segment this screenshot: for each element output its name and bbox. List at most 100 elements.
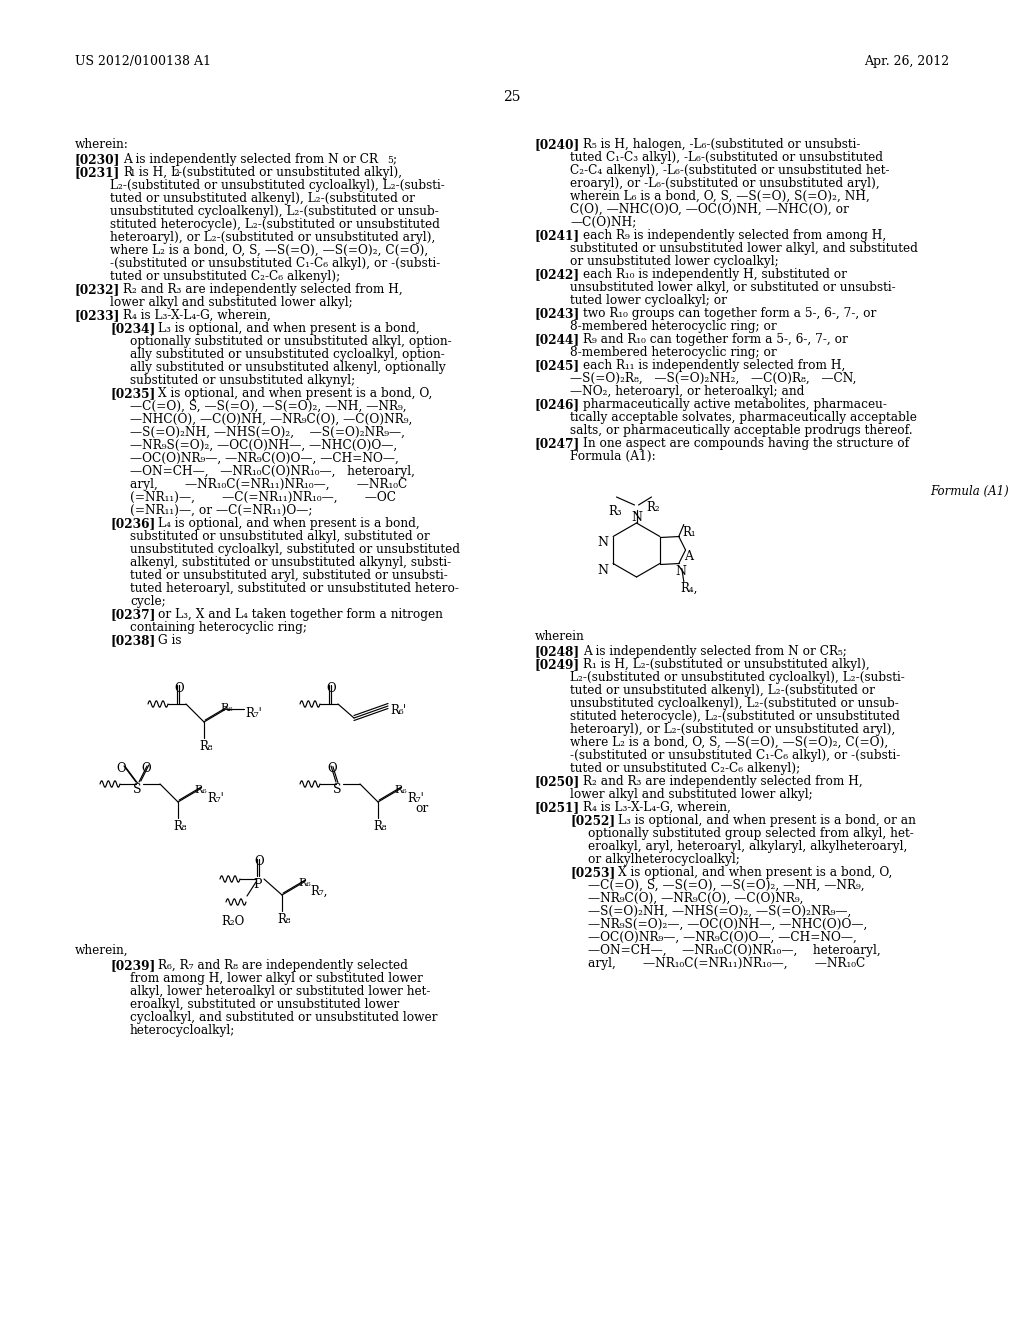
Text: cycle;: cycle; <box>130 595 166 609</box>
Text: —NO₂, heteroaryl, or heteroalkyl; and: —NO₂, heteroaryl, or heteroalkyl; and <box>570 385 805 399</box>
Text: ally substituted or unsubstituted alkenyl, optionally: ally substituted or unsubstituted alkeny… <box>130 360 445 374</box>
Text: —C(=O), S, —S(=O), —S(=O)₂, —NH, —NR₉,: —C(=O), S, —S(=O), —S(=O)₂, —NH, —NR₉, <box>130 400 407 413</box>
Text: wherein:: wherein: <box>75 139 129 150</box>
Text: —NHC(O), —C(O)NH, —NR₉C(O), —C(O)NR₉,: —NHC(O), —C(O)NH, —NR₉C(O), —C(O)NR₉, <box>130 413 413 426</box>
Text: Formula (A1):: Formula (A1): <box>570 450 655 463</box>
Text: -(substituted or unsubstituted alkyl),: -(substituted or unsubstituted alkyl), <box>178 166 402 180</box>
Text: R₆: R₆ <box>298 878 310 888</box>
Text: —ON=CH—,   —NR₁₀C(O)NR₁₀—,   heteroaryl,: —ON=CH—, —NR₁₀C(O)NR₁₀—, heteroaryl, <box>130 465 415 478</box>
Text: —C(=O), S, —S(=O), —S(=O)₂, —NH, —NR₉,: —C(=O), S, —S(=O), —S(=O)₂, —NH, —NR₉, <box>588 879 864 892</box>
Text: R₇': R₇' <box>407 792 424 805</box>
Text: containing heterocyclic ring;: containing heterocyclic ring; <box>130 620 307 634</box>
Text: [0250]: [0250] <box>535 775 581 788</box>
Text: eroalkyl, aryl, heteroaryl, alkylaryl, alkylheteroaryl,: eroalkyl, aryl, heteroaryl, alkylaryl, a… <box>588 840 907 853</box>
Text: G is: G is <box>158 634 181 647</box>
Text: A is independently selected from N or CR₅;: A is independently selected from N or CR… <box>583 645 847 657</box>
Text: R₆: R₆ <box>394 785 407 795</box>
Text: Apr. 26, 2012: Apr. 26, 2012 <box>864 55 949 69</box>
Text: [0240]: [0240] <box>535 139 581 150</box>
Text: Formula (A1): Formula (A1) <box>930 484 1009 498</box>
Text: In one aspect are compounds having the structure of: In one aspect are compounds having the s… <box>583 437 909 450</box>
Text: R₆: R₆ <box>390 704 403 717</box>
Text: unsubstituted cycloalkenyl), L₂-(substituted or unsub-: unsubstituted cycloalkenyl), L₂-(substit… <box>570 697 899 710</box>
Text: eroalkyl, substituted or unsubstituted lower: eroalkyl, substituted or unsubstituted l… <box>130 998 399 1011</box>
Text: N: N <box>631 511 642 524</box>
Text: R₁ is H, L₂-(substituted or unsubstituted alkyl),: R₁ is H, L₂-(substituted or unsubstitute… <box>583 657 869 671</box>
Text: [0249]: [0249] <box>535 657 581 671</box>
Text: —NR₉C(O), —NR₉C(O), —C(O)NR₉,: —NR₉C(O), —NR₉C(O), —C(O)NR₉, <box>588 892 804 906</box>
Text: C₂-C₄ alkenyl), -L₆-(substituted or unsubstituted het-: C₂-C₄ alkenyl), -L₆-(substituted or unsu… <box>570 164 890 177</box>
Text: ;: ; <box>393 153 397 166</box>
Text: R₄,: R₄, <box>681 582 698 594</box>
Text: L₂-(substituted or unsubstituted cycloalkyl), L₂-(substi-: L₂-(substituted or unsubstituted cycloal… <box>570 671 905 684</box>
Text: substituted or unsubstituted lower alkyl, and substituted: substituted or unsubstituted lower alkyl… <box>570 242 918 255</box>
Text: heterocycloalkyl;: heterocycloalkyl; <box>130 1024 236 1038</box>
Text: ally substituted or unsubstituted cycloalkyl, option-: ally substituted or unsubstituted cycloa… <box>130 348 444 360</box>
Text: (=NR₁₁)—,       —C(=NR₁₁)NR₁₀—,       —OC: (=NR₁₁)—, —C(=NR₁₁)NR₁₀—, —OC <box>130 491 396 504</box>
Text: aryl,       —NR₁₀C(=NR₁₁)NR₁₀—,       —NR₁₀C: aryl, —NR₁₀C(=NR₁₁)NR₁₀—, —NR₁₀C <box>588 957 865 970</box>
Text: R₂ and R₃ are independently selected from H,: R₂ and R₃ are independently selected fro… <box>583 775 863 788</box>
Text: 5: 5 <box>387 156 393 165</box>
Text: [0247]: [0247] <box>535 437 581 450</box>
Text: —S(=O)₂NH, —NHS(=O)₂, —S(=O)₂NR₉—,: —S(=O)₂NH, —NHS(=O)₂, —S(=O)₂NR₉—, <box>588 906 851 917</box>
Text: S: S <box>133 783 141 796</box>
Text: tuted lower cycloalkyl; or: tuted lower cycloalkyl; or <box>570 294 727 308</box>
Text: unsubstituted lower alkyl, or substituted or unsubsti-: unsubstituted lower alkyl, or substitute… <box>570 281 896 294</box>
Text: tically acceptable solvates, pharmaceutically acceptable: tically acceptable solvates, pharmaceuti… <box>570 411 916 424</box>
Text: [0235]: [0235] <box>110 387 156 400</box>
Text: or unsubstituted lower cycloalkyl;: or unsubstituted lower cycloalkyl; <box>570 255 778 268</box>
Text: L₄ is optional, and when present is a bond,: L₄ is optional, and when present is a bo… <box>158 517 420 531</box>
Text: where L₂ is a bond, O, S, —S(=O), —S(=O)₂, C(=O),: where L₂ is a bond, O, S, —S(=O), —S(=O)… <box>570 737 888 748</box>
Text: C(O), —NHC(O)O, —OC(O)NH, —NHC(O), or: C(O), —NHC(O)O, —OC(O)NH, —NHC(O), or <box>570 203 849 216</box>
Text: A is independently selected from N or CR: A is independently selected from N or CR <box>123 153 378 166</box>
Text: wherein,: wherein, <box>75 944 129 957</box>
Text: R: R <box>123 166 132 180</box>
Text: cycloalkyl, and substituted or unsubstituted lower: cycloalkyl, and substituted or unsubstit… <box>130 1011 437 1024</box>
Text: —OC(O)NR₉—, —NR₉C(O)O—, —CH=NO—,: —OC(O)NR₉—, —NR₉C(O)O—, —CH=NO—, <box>130 451 399 465</box>
Text: —S(=O)₂NH, —NHS(=O)₂,    —S(=O)₂NR₉—,: —S(=O)₂NH, —NHS(=O)₂, —S(=O)₂NR₉—, <box>130 426 406 440</box>
Text: wherein L₆ is a bond, O, S, —S(=O), S(=O)₂, NH,: wherein L₆ is a bond, O, S, —S(=O), S(=O… <box>570 190 869 203</box>
Text: [0244]: [0244] <box>535 333 581 346</box>
Text: unsubstituted cycloalkyl, substituted or unsubstituted: unsubstituted cycloalkyl, substituted or… <box>130 543 460 556</box>
Text: [0233]: [0233] <box>75 309 121 322</box>
Text: from among H, lower alkyl or substituted lower: from among H, lower alkyl or substituted… <box>130 972 423 985</box>
Text: 8-membered heterocyclic ring; or: 8-membered heterocyclic ring; or <box>570 319 777 333</box>
Text: alkyl, lower heteroalkyl or substituted lower het-: alkyl, lower heteroalkyl or substituted … <box>130 985 430 998</box>
Text: R₂: R₂ <box>646 502 660 513</box>
Text: or: or <box>415 803 428 814</box>
Text: R₄ is L₃-X-L₄-G, wherein,: R₄ is L₃-X-L₄-G, wherein, <box>583 801 731 814</box>
Text: tuted C₁-C₃ alkyl), -L₆-(substituted or unsubstituted: tuted C₁-C₃ alkyl), -L₆-(substituted or … <box>570 150 883 164</box>
Text: R₈: R₈ <box>373 820 386 833</box>
Text: [0238]: [0238] <box>110 634 156 647</box>
Text: 2: 2 <box>173 169 178 178</box>
Text: R₂ and R₃ are independently selected from H,: R₂ and R₃ are independently selected fro… <box>123 282 402 296</box>
Text: tuted or unsubstituted C₂-C₆ alkenyl);: tuted or unsubstituted C₂-C₆ alkenyl); <box>570 762 800 775</box>
Text: unsubstituted cycloalkenyl), L₂-(substituted or unsub-: unsubstituted cycloalkenyl), L₂-(substit… <box>110 205 438 218</box>
Text: R₈: R₈ <box>199 741 213 752</box>
Text: or alkylheterocycloalkyl;: or alkylheterocycloalkyl; <box>588 853 740 866</box>
Text: each R₉ is independently selected from among H,: each R₉ is independently selected from a… <box>583 228 886 242</box>
Text: —S(=O)₂R₈,   —S(=O)₂NH₂,   —C(O)R₈,   —CN,: —S(=O)₂R₈, —S(=O)₂NH₂, —C(O)R₈, —CN, <box>570 372 856 385</box>
Text: substituted or unsubstituted alkyl, substituted or: substituted or unsubstituted alkyl, subs… <box>130 531 430 543</box>
Text: [0236]: [0236] <box>110 517 156 531</box>
Text: tuted heteroaryl, substituted or unsubstituted hetero-: tuted heteroaryl, substituted or unsubst… <box>130 582 459 595</box>
Text: [0243]: [0243] <box>535 308 581 319</box>
Text: R₇': R₇' <box>245 708 262 719</box>
Text: US 2012/0100138 A1: US 2012/0100138 A1 <box>75 55 211 69</box>
Text: L₃ is optional, and when present is a bond,: L₃ is optional, and when present is a bo… <box>158 322 420 335</box>
Text: R₆, R₇ and R₈ are independently selected: R₆, R₇ and R₈ are independently selected <box>158 960 408 972</box>
Text: R₈: R₈ <box>173 820 186 833</box>
Text: N: N <box>675 565 686 578</box>
Text: R₆: R₆ <box>220 704 232 713</box>
Text: alkenyl, substituted or unsubstituted alkynyl, substi-: alkenyl, substituted or unsubstituted al… <box>130 556 452 569</box>
Text: optionally substituted or unsubstituted alkyl, option-: optionally substituted or unsubstituted … <box>130 335 452 348</box>
Text: tuted or unsubstituted aryl, substituted or unsubsti-: tuted or unsubstituted aryl, substituted… <box>130 569 447 582</box>
Text: each R₁₁ is independently selected from H,: each R₁₁ is independently selected from … <box>583 359 846 372</box>
Text: lower alkyl and substituted lower alkyl;: lower alkyl and substituted lower alkyl; <box>110 296 352 309</box>
Text: 1: 1 <box>130 169 136 178</box>
Text: [0242]: [0242] <box>535 268 581 281</box>
Text: R₇,: R₇, <box>310 884 328 898</box>
Text: tuted or unsubstituted C₂-C₆ alkenyl);: tuted or unsubstituted C₂-C₆ alkenyl); <box>110 271 340 282</box>
Text: R₃: R₃ <box>608 506 623 517</box>
Text: is H, L: is H, L <box>135 166 179 180</box>
